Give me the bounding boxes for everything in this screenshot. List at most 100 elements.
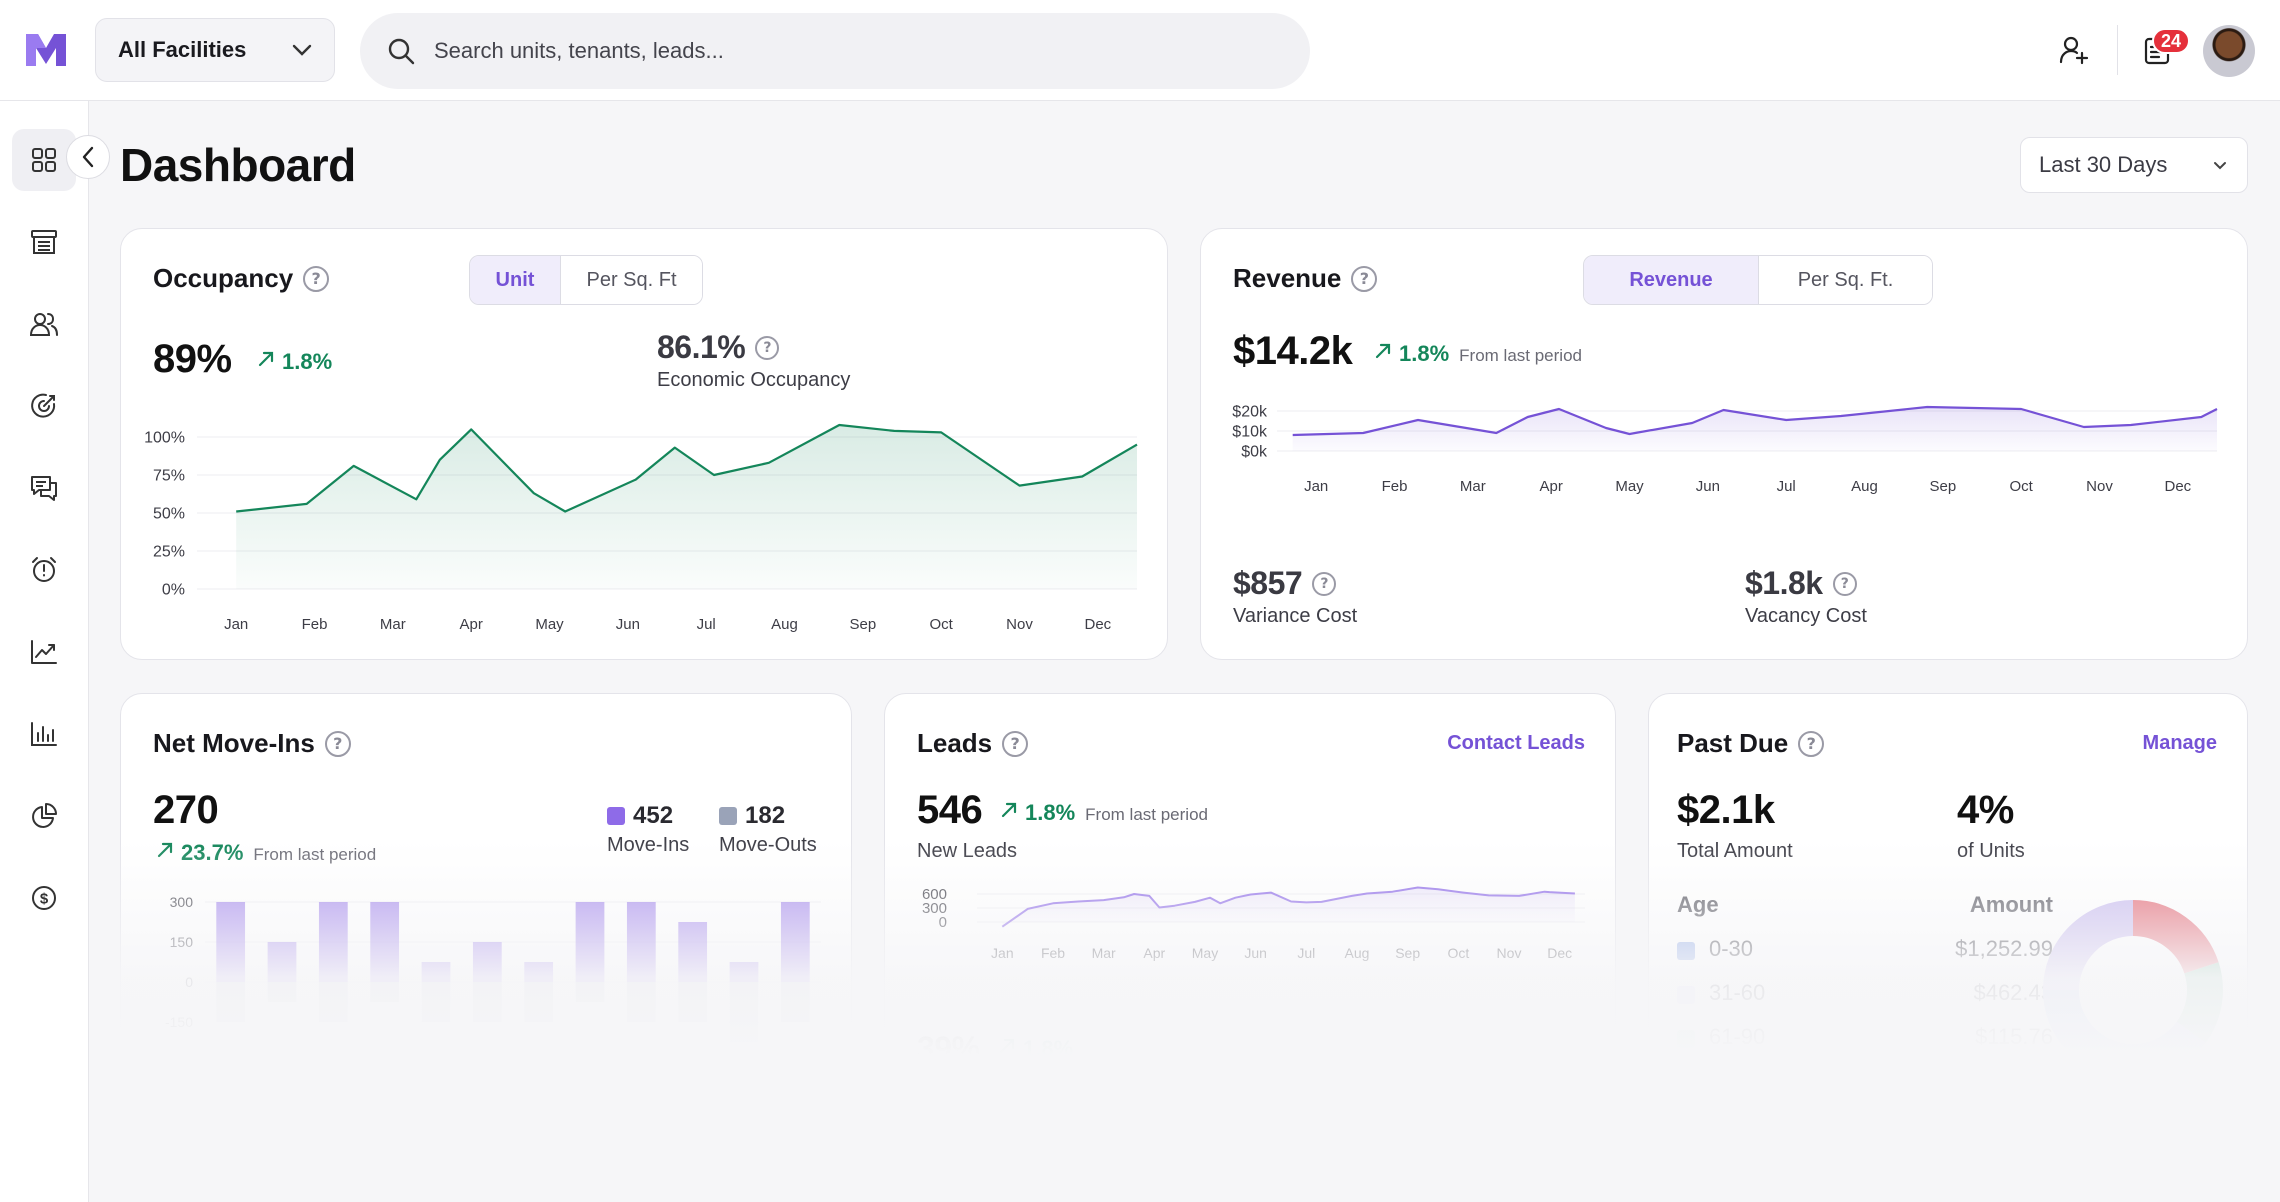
y-tick-label: 50%	[153, 505, 185, 522]
x-tick-label: Apr	[1143, 945, 1165, 961]
donut-slice	[2132, 900, 2219, 975]
y-tick-label: 25%	[153, 543, 185, 560]
move-out-bar	[267, 982, 297, 1002]
grid-icon	[32, 148, 56, 172]
occupancy-chart: 100% 75% 50% 25% 0% Jan Feb Mar Apr May Jun Jul Aug S…	[144, 423, 1138, 633]
net-move-ins-value: 270	[153, 788, 219, 832]
help-icon[interactable]: ?	[1351, 265, 1378, 292]
revenue-title-text: Revenue	[1233, 263, 1342, 293]
move-ins-value: 452	[633, 802, 674, 829]
revenue-value: $14.2k	[1233, 329, 1353, 373]
occupancy-title: Occupancy ?	[153, 263, 330, 294]
toggle-per-sqft[interactable]: Per Sq. Ft.	[1758, 256, 1932, 304]
x-tick-label: Oct	[929, 616, 953, 633]
add-user-button[interactable]	[2051, 27, 2097, 73]
y-tick-label: $0k	[1241, 443, 1268, 460]
search-bar	[360, 13, 1310, 89]
help-icon[interactable]: ?	[303, 265, 330, 292]
manage-link[interactable]: Manage	[2142, 732, 2217, 754]
sidebar-item-billing[interactable]: $	[12, 867, 76, 929]
variance-cost-value: $857	[1233, 565, 1303, 601]
area-fill	[1002, 887, 1575, 927]
x-tick-label: Feb	[302, 616, 328, 633]
notification-badge: 24	[2152, 28, 2190, 54]
help-icon[interactable]: ?	[1002, 730, 1029, 757]
chevron-down-icon	[292, 44, 312, 56]
y-tick-label: $10k	[1232, 423, 1268, 440]
series-line	[1292, 405, 2218, 437]
move-in-bar	[267, 942, 297, 982]
past-due-units-value: 4%	[1957, 788, 2014, 832]
sidebar-item-messages[interactable]	[12, 457, 76, 519]
avatar[interactable]	[2203, 25, 2255, 77]
table-row: 31-60 $462.43	[1677, 980, 2053, 1010]
age-column-header: Age	[1677, 892, 1719, 917]
bar-chart-icon	[31, 722, 57, 746]
sidebar-item-units[interactable]	[12, 211, 76, 273]
x-tick-label: Nov	[2086, 478, 2113, 495]
chevron-left-icon	[82, 146, 94, 168]
past-due-total-label: Total Amount	[1677, 840, 1793, 862]
x-tick-label: Aug	[1851, 478, 1878, 495]
search-input[interactable]	[434, 38, 1254, 64]
vacancy-cost-label: Vacancy Cost	[1745, 605, 1867, 627]
collapse-sidebar-button[interactable]	[66, 135, 110, 179]
help-icon[interactable]: ?	[324, 730, 351, 757]
help-icon[interactable]: ?	[1312, 571, 1337, 596]
sidebar-item-trends[interactable]	[12, 621, 76, 683]
toggle-unit[interactable]: Unit	[470, 256, 560, 304]
series-line	[236, 423, 1138, 513]
revenue-toggle: Revenue Per Sq. Ft.	[1583, 255, 1933, 305]
past-due-title-text: Past Due	[1677, 728, 1789, 758]
leads-change-value: 1.8%	[1025, 800, 1076, 825]
move-out-bar	[370, 982, 400, 1002]
help-icon[interactable]: ?	[755, 335, 780, 360]
help-icon[interactable]: ?	[1798, 730, 1825, 757]
move-in-bar	[729, 962, 759, 982]
move-out-bar	[575, 982, 605, 1002]
sidebar-item-alerts[interactable]	[12, 539, 76, 601]
leads-from: From last period	[1085, 805, 1208, 824]
move-ins-legend: 452	[607, 802, 673, 830]
add-user-icon	[2059, 36, 2089, 65]
x-tick-label: Sep	[849, 616, 876, 633]
vacancy-cost: $1.8k ?	[1745, 565, 1857, 602]
users-icon	[29, 313, 58, 336]
y-tick-label: -300	[165, 1054, 193, 1070]
table-row: 61-90 $115.76	[1677, 1024, 2053, 1054]
toggle-per-sqft[interactable]: Per Sq. Ft	[560, 256, 702, 304]
sidebar-item-reports[interactable]	[12, 703, 76, 765]
toggle-revenue[interactable]: Revenue	[1584, 256, 1758, 304]
leads-secondary-value: 39%	[917, 1030, 980, 1066]
facility-selector[interactable]: All Facilities	[95, 18, 335, 82]
variance-cost-label: Variance Cost	[1233, 605, 1358, 627]
sidebar-item-leads[interactable]	[12, 375, 76, 437]
logo-icon[interactable]	[26, 34, 66, 66]
vacancy-cost-value: $1.8k	[1745, 565, 1823, 601]
sidebar-item-tenants[interactable]	[12, 293, 76, 355]
net-move-ins-card: Net Move-Ins ? 270 23.7% From last perio…	[120, 693, 852, 1153]
x-tick-label: Nov	[1497, 945, 1522, 961]
occupancy-change-value: 1.8%	[282, 349, 333, 374]
net-move-ins-change: 23.7% From last period	[155, 840, 376, 866]
x-tick-label: Oct	[2009, 478, 2033, 495]
leads-change: 1.8% From last period	[999, 800, 1208, 826]
leads-card: Leads ? Contact Leads 546 1.8% From last…	[884, 693, 1616, 1153]
past-due-donut	[2043, 900, 2223, 1080]
x-tick-label: May	[1615, 478, 1644, 495]
leads-secondary-change-value: 1.8%	[1023, 1036, 1074, 1061]
arrow-up-right-icon	[157, 842, 173, 858]
sidebar-item-dashboard[interactable]	[12, 129, 76, 191]
contact-leads-link[interactable]: Contact Leads	[1447, 732, 1585, 754]
help-icon[interactable]: ?	[1832, 571, 1857, 596]
leads-value: 546	[917, 788, 983, 832]
move-in-bar	[575, 902, 605, 982]
date-range-select[interactable]: Last 30 Days	[2020, 137, 2248, 193]
economic-occupancy-value: 86.1%	[657, 329, 746, 365]
age-swatch	[1677, 942, 1695, 960]
move-out-bar	[472, 982, 502, 1022]
x-tick-label: May	[1192, 945, 1218, 961]
y-tick-label: $20k	[1232, 403, 1268, 420]
sidebar-item-analytics[interactable]	[12, 785, 76, 847]
move-out-bar	[729, 982, 759, 1042]
